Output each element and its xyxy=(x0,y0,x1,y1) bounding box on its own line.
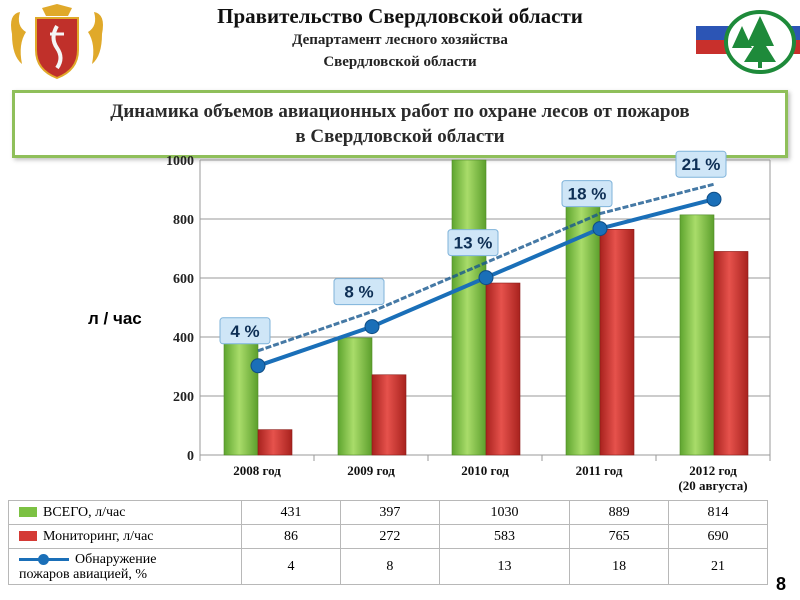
x-tick-label: 2009 год xyxy=(347,463,395,478)
y-axis-label: л / час xyxy=(88,309,142,328)
table-row-label: Мониторинг, л/час xyxy=(8,524,242,549)
x-tick-label: 2008 год xyxy=(233,463,281,478)
bar-total xyxy=(679,214,715,456)
x-tick-label: 2011 год xyxy=(576,463,623,478)
table-cell: 889 xyxy=(569,500,670,525)
table-cell: 4 xyxy=(241,548,341,585)
legend-label-monitoring: Мониторинг, л/час xyxy=(43,528,154,544)
percent-label-box xyxy=(219,317,271,345)
page-number: 8 xyxy=(776,574,787,594)
table-row: ВСЕГО, л/час 431 397 1030 889 814 xyxy=(8,500,768,525)
table-cell: 86 xyxy=(241,524,341,549)
chart-title-line1: Динамика объемов авиационных работ по ох… xyxy=(110,101,690,122)
table-cell: 431 xyxy=(241,500,341,525)
bar-monitoring xyxy=(599,229,635,456)
table-cell: 272 xyxy=(339,524,440,549)
bar-total xyxy=(451,159,487,456)
legend-swatch-monitoring xyxy=(19,531,37,542)
page-title: Правительство Свердловской области xyxy=(217,4,583,28)
bar-total xyxy=(223,327,259,456)
chart-title-frame: Динамика объемов авиационных работ по ох… xyxy=(12,90,788,158)
table-row: Обнаружение пожаров авиацией, % 4 8 13 1… xyxy=(8,548,768,585)
aviation-works-chart: 0 200 400 600 800 1000 2008 год 2009 год 2010 г… xyxy=(166,150,771,493)
x-tick-label: 2012 год xyxy=(689,463,737,478)
department-name-line2: Свердловской области xyxy=(323,54,477,70)
percent-label: 13 % xyxy=(454,234,493,253)
x-tick-label: (20 августа) xyxy=(678,478,747,493)
detection-point xyxy=(478,270,494,286)
table-cell: 13 xyxy=(438,548,571,585)
table-cell: 1030 xyxy=(438,500,571,525)
table-cell: 690 xyxy=(668,524,768,549)
x-tick-label: 2010 год xyxy=(461,463,509,478)
percent-label: 21 % xyxy=(682,155,721,174)
y-tick-label: 600 xyxy=(173,272,194,287)
bar-monitoring xyxy=(713,251,749,456)
legend-swatch-total xyxy=(19,507,37,518)
table-cell: 397 xyxy=(339,500,440,525)
percent-label-box xyxy=(561,180,613,208)
forestry-logo-icon xyxy=(696,10,800,74)
page-header: Правительство Свердловской области Депар… xyxy=(0,0,800,80)
percent-label: 4 % xyxy=(230,322,259,341)
detection-point xyxy=(364,319,380,335)
y-tick-label: 400 xyxy=(173,331,194,346)
legend-label-total: ВСЕГО, л/час xyxy=(43,504,126,520)
detection-point xyxy=(592,221,608,237)
table-row: Мониторинг, л/час 86 272 583 765 690 xyxy=(8,524,768,549)
legend-label-detection-line2: пожаров авиацией, % xyxy=(19,566,148,582)
y-tick-label: 200 xyxy=(173,390,194,405)
y-tick-label: 800 xyxy=(173,213,194,228)
percent-label: 8 % xyxy=(344,283,373,302)
chart-title: Динамика объемов авиационных работ по ох… xyxy=(15,99,785,149)
coat-of-arms-icon xyxy=(11,4,103,80)
detection-point xyxy=(706,191,722,207)
y-tick-label: 0 xyxy=(187,449,194,464)
table-cell: 765 xyxy=(569,524,670,549)
data-table: ВСЕГО, л/час 431 397 1030 889 814 Монито… xyxy=(8,500,768,585)
bar-monitoring xyxy=(257,429,293,456)
percent-label-box xyxy=(675,150,727,178)
table-cell: 583 xyxy=(438,524,571,549)
percent-label-box xyxy=(333,278,385,306)
table-cell: 8 xyxy=(339,548,440,585)
table-row-label: ВСЕГО, л/час xyxy=(8,500,242,525)
percent-label: 18 % xyxy=(568,185,607,204)
bar-monitoring xyxy=(371,374,407,456)
detection-line-shadow xyxy=(257,182,715,353)
department-name-line1: Департамент лесного хозяйства xyxy=(292,32,508,48)
y-tick-label: 1000 xyxy=(166,154,194,169)
percent-label-box xyxy=(447,229,499,257)
table-cell: 18 xyxy=(569,548,670,585)
legend-label-detection-line1: Обнаружение xyxy=(75,551,157,567)
bar-total xyxy=(337,337,373,456)
detection-point xyxy=(250,358,266,374)
table-row-label: Обнаружение пожаров авиацией, % xyxy=(8,548,242,585)
bar-monitoring xyxy=(485,282,521,456)
chart-title-line2: в Свердловской области xyxy=(295,126,505,147)
table-cell: 21 xyxy=(668,548,768,585)
table-cell: 814 xyxy=(668,500,768,525)
legend-line-detection xyxy=(19,554,69,566)
